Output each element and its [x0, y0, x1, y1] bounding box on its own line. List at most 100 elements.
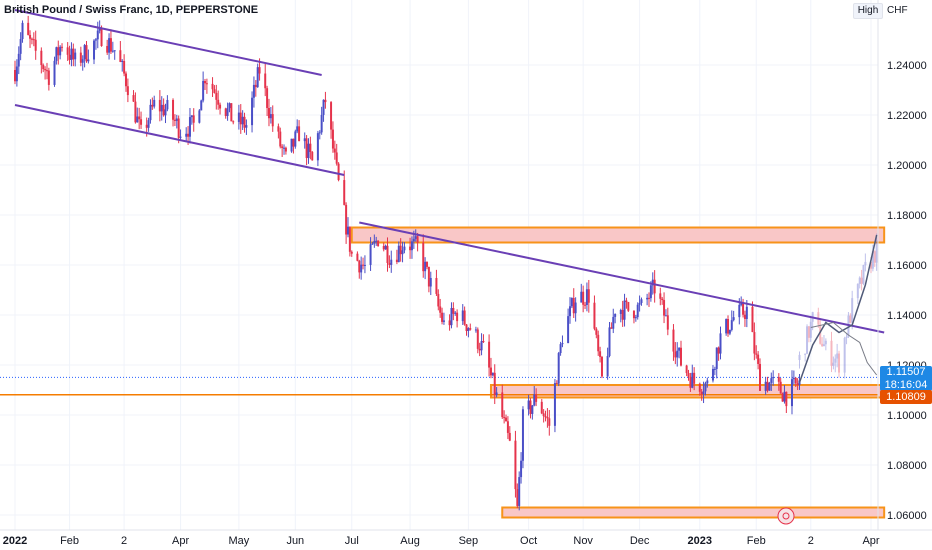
candle-body: [474, 329, 477, 331]
candle: [27, 15, 30, 36]
price-tick-label: 1.18000: [887, 210, 927, 222]
candle-body: [740, 303, 743, 305]
candle-body: [15, 66, 18, 82]
tv-logo-icon[interactable]: [777, 507, 795, 525]
candle-body: [256, 67, 259, 88]
candle-body: [111, 50, 114, 52]
candle: [30, 37, 33, 45]
candle-body: [188, 117, 191, 137]
candle-body: [520, 460, 523, 478]
candle: [219, 102, 222, 115]
candle-body: [461, 310, 464, 322]
candle: [516, 483, 519, 509]
candle: [369, 237, 372, 271]
price-axis[interactable]: 1.24000 1.22000 1.20000 1.18000 1.16000 1.140…: [887, 60, 927, 522]
candle-body: [679, 347, 682, 366]
candle-body: [851, 298, 854, 323]
candle-body: [85, 45, 88, 62]
candle: [442, 312, 445, 325]
candle-body: [279, 131, 282, 147]
candle: [296, 119, 299, 134]
candle: [179, 129, 182, 141]
candle-body: [162, 104, 165, 116]
candle: [153, 95, 156, 109]
candle: [540, 398, 543, 415]
candle: [700, 389, 703, 401]
candle: [166, 95, 169, 112]
candle-body: [796, 383, 799, 385]
candle: [424, 257, 427, 280]
candle: [279, 127, 282, 149]
candle: [557, 351, 560, 387]
candle: [241, 110, 244, 131]
candle: [136, 107, 139, 123]
candle: [751, 301, 754, 333]
candle-body: [636, 304, 639, 318]
candle-body: [452, 307, 455, 314]
candle-body: [198, 110, 201, 123]
channel-line: [14, 104, 345, 176]
candle: [646, 293, 649, 306]
candle-body: [764, 381, 767, 391]
candle-body: [757, 354, 760, 364]
candle: [794, 377, 797, 387]
candle-body: [847, 315, 850, 337]
candle: [875, 233, 878, 271]
candle: [72, 43, 75, 67]
candle: [568, 297, 571, 324]
candle-body: [119, 50, 122, 62]
candle-body: [875, 240, 878, 263]
time-tick-label: 2: [121, 535, 127, 547]
candle-body: [271, 114, 274, 127]
candle: [350, 250, 353, 257]
candle: [185, 127, 188, 141]
candle: [311, 150, 314, 161]
candle-body: [535, 394, 538, 402]
candle-body: [830, 340, 833, 366]
secondary-forecast-line: [810, 321, 878, 376]
candle-body: [597, 334, 600, 352]
candle: [239, 104, 242, 134]
candle: [597, 330, 600, 356]
candle: [217, 90, 220, 110]
candle-body: [491, 372, 494, 376]
candle-body: [482, 341, 485, 343]
candle: [337, 162, 340, 182]
current-price-tag: 1.11507 18:16:04: [880, 366, 932, 391]
candle-body: [661, 298, 664, 301]
candle-body: [860, 277, 863, 284]
candle-body: [781, 393, 784, 402]
candle: [593, 295, 596, 331]
candle-body: [123, 60, 126, 74]
candle-body: [202, 80, 205, 101]
candle-body: [621, 310, 624, 320]
candle: [358, 259, 361, 279]
candle: [806, 324, 809, 354]
candle-body: [792, 377, 795, 380]
candle-body: [121, 60, 124, 62]
candle: [501, 384, 504, 419]
zones: [350, 226, 886, 519]
candle-body: [836, 353, 839, 359]
candle-body: [267, 108, 270, 119]
candle-body: [768, 382, 771, 391]
candle: [711, 365, 714, 383]
candle: [377, 240, 380, 247]
candle-body: [322, 99, 325, 115]
candle: [416, 232, 419, 252]
candle-body: [237, 112, 240, 122]
high-button[interactable]: High: [853, 3, 883, 19]
candle-body: [651, 279, 654, 286]
candle-body: [798, 380, 801, 385]
candle-body: [204, 80, 207, 84]
candle-body: [409, 246, 412, 251]
candle-body: [561, 343, 564, 345]
candle: [548, 409, 551, 436]
candle-body: [745, 306, 748, 319]
candle: [648, 292, 651, 307]
candle-body: [456, 312, 459, 322]
candle: [200, 99, 203, 111]
candle: [777, 373, 780, 391]
time-axis[interactable]: 2022 Feb 2 Apr May Jun Jul Aug Sep Oct Nov Dec 2023 F…: [3, 535, 880, 547]
